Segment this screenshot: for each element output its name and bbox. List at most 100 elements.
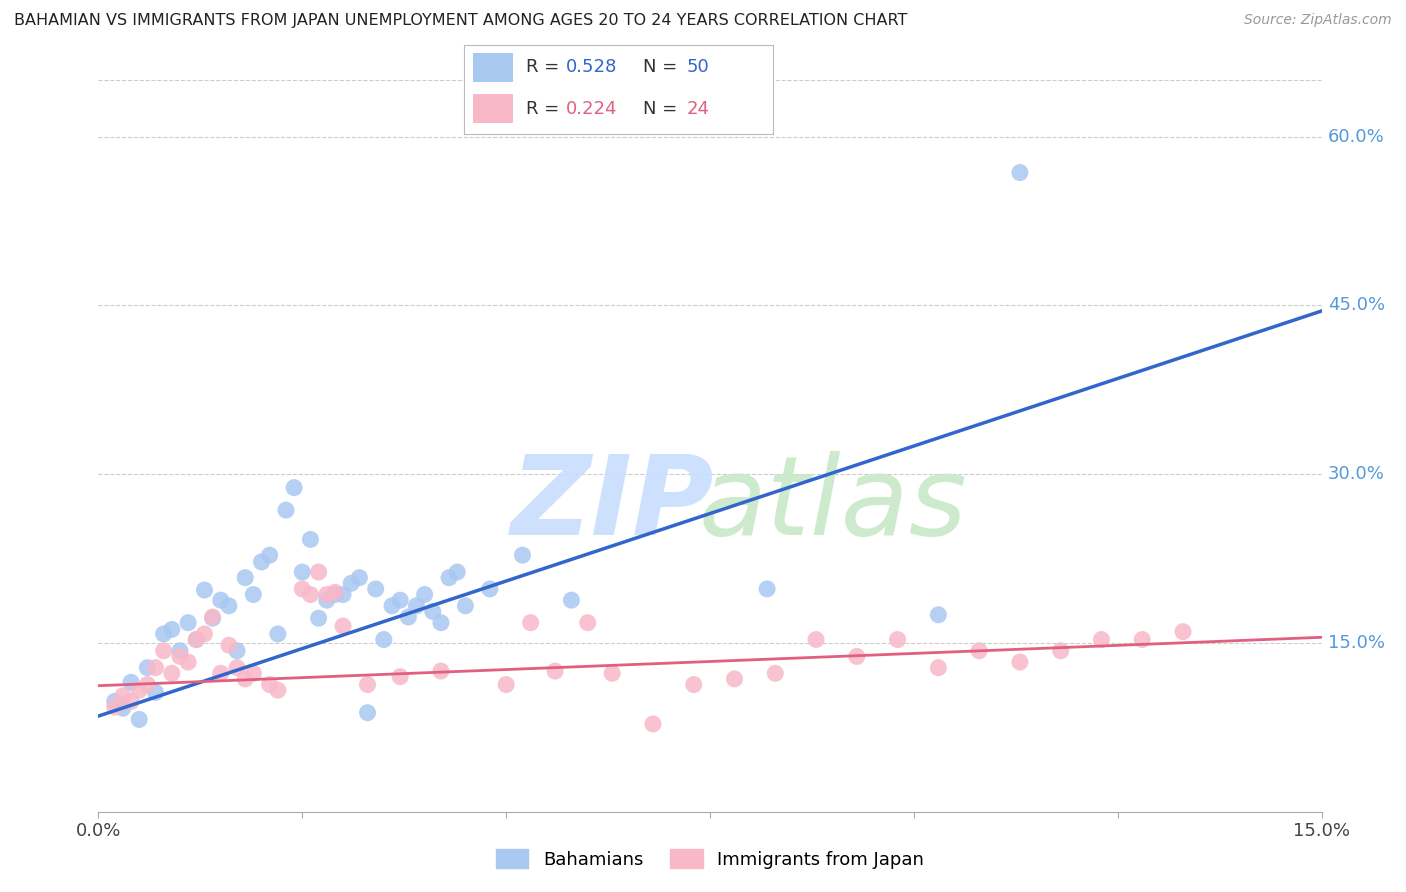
Point xyxy=(364,582,387,596)
Point xyxy=(340,576,363,591)
Point xyxy=(128,713,150,727)
Point xyxy=(152,627,174,641)
Text: R =: R = xyxy=(526,100,565,118)
Text: 0.528: 0.528 xyxy=(567,58,617,76)
Point xyxy=(242,666,264,681)
Point xyxy=(323,585,346,599)
Point xyxy=(201,611,224,625)
Point xyxy=(1130,632,1153,647)
Point xyxy=(389,670,412,684)
Point xyxy=(422,604,444,618)
Point xyxy=(723,672,745,686)
Point xyxy=(177,615,200,630)
Point xyxy=(226,661,249,675)
Text: 24: 24 xyxy=(686,100,710,118)
Point xyxy=(315,588,337,602)
Point xyxy=(430,615,453,630)
Point xyxy=(160,666,183,681)
Text: 0.224: 0.224 xyxy=(567,100,617,118)
Point xyxy=(323,588,346,602)
Text: ZIP: ZIP xyxy=(510,451,714,558)
Point xyxy=(267,683,290,698)
Point xyxy=(756,582,779,596)
Point xyxy=(186,632,208,647)
Point xyxy=(356,706,378,720)
Legend: Bahamians, Immigrants from Japan: Bahamians, Immigrants from Japan xyxy=(489,841,931,876)
Point xyxy=(413,588,436,602)
Point xyxy=(763,666,786,681)
Point xyxy=(308,611,330,625)
Point xyxy=(299,533,322,547)
Point xyxy=(332,588,354,602)
Point xyxy=(560,593,582,607)
Point xyxy=(315,593,337,607)
Point xyxy=(927,661,949,675)
Point xyxy=(145,685,167,699)
Point xyxy=(226,644,249,658)
Point xyxy=(454,599,477,613)
Point xyxy=(845,649,868,664)
Point xyxy=(267,627,290,641)
Point xyxy=(218,599,240,613)
Point xyxy=(218,638,240,652)
Point xyxy=(169,644,191,658)
Point xyxy=(495,677,517,691)
Point xyxy=(1171,624,1194,639)
Point xyxy=(291,582,314,596)
Point xyxy=(259,548,281,562)
Point xyxy=(242,588,264,602)
Text: 15.0%: 15.0% xyxy=(1327,634,1385,652)
Text: N =: N = xyxy=(644,58,683,76)
Point xyxy=(291,565,314,579)
Point xyxy=(120,694,142,708)
Point xyxy=(1008,165,1031,179)
Point xyxy=(193,627,215,641)
Point xyxy=(233,672,256,686)
Point xyxy=(332,619,354,633)
Point xyxy=(519,615,541,630)
Bar xyxy=(474,53,513,82)
Point xyxy=(405,599,427,613)
Text: 60.0%: 60.0% xyxy=(1327,128,1385,145)
Point xyxy=(136,677,159,691)
Point xyxy=(1008,655,1031,669)
Point xyxy=(927,607,949,622)
Text: Source: ZipAtlas.com: Source: ZipAtlas.com xyxy=(1244,13,1392,28)
Text: 30.0%: 30.0% xyxy=(1327,465,1385,483)
Point xyxy=(389,593,412,607)
Point xyxy=(209,593,232,607)
Text: atlas: atlas xyxy=(697,451,967,558)
Point xyxy=(1090,632,1112,647)
Text: 45.0%: 45.0% xyxy=(1327,296,1385,314)
Point xyxy=(373,632,395,647)
Point xyxy=(201,610,224,624)
Point xyxy=(381,599,404,613)
Point xyxy=(274,503,297,517)
Point xyxy=(186,632,208,647)
Bar xyxy=(474,94,513,123)
Point xyxy=(804,632,827,647)
Text: 50: 50 xyxy=(686,58,710,76)
Point xyxy=(177,655,200,669)
Point xyxy=(152,644,174,658)
Point xyxy=(136,661,159,675)
Text: BAHAMIAN VS IMMIGRANTS FROM JAPAN UNEMPLOYMENT AMONG AGES 20 TO 24 YEARS CORRELA: BAHAMIAN VS IMMIGRANTS FROM JAPAN UNEMPL… xyxy=(14,13,907,29)
Point xyxy=(356,677,378,691)
Point xyxy=(160,623,183,637)
Point xyxy=(193,582,215,597)
Point xyxy=(396,610,419,624)
Point xyxy=(512,548,534,562)
Text: N =: N = xyxy=(644,100,683,118)
Point xyxy=(299,588,322,602)
Point xyxy=(308,565,330,579)
Point xyxy=(576,615,599,630)
Point xyxy=(430,664,453,678)
Text: R =: R = xyxy=(526,58,565,76)
Point xyxy=(478,582,501,596)
Point xyxy=(437,571,460,585)
Point xyxy=(886,632,908,647)
Point xyxy=(283,481,305,495)
Point xyxy=(446,565,468,579)
Point xyxy=(1049,644,1071,658)
Point xyxy=(111,701,134,715)
